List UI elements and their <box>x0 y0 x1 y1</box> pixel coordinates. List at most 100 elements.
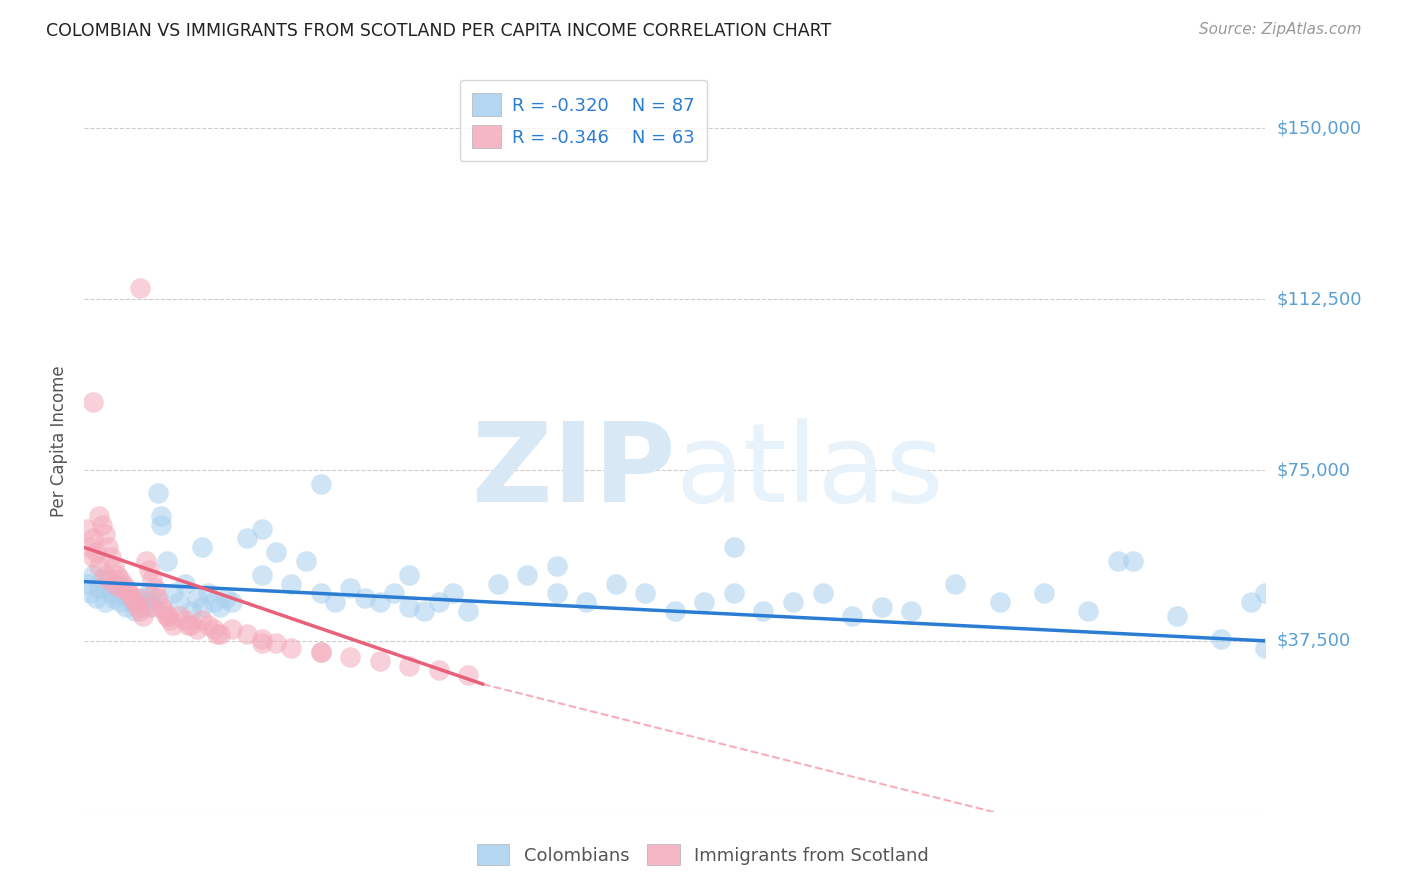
Point <box>173 577 195 591</box>
Point <box>127 595 149 609</box>
Point <box>76 577 98 591</box>
Point <box>105 567 128 582</box>
Point <box>280 577 302 591</box>
Point <box>339 582 361 596</box>
Point <box>105 582 128 596</box>
Point <box>1166 608 1188 623</box>
Point <box>148 591 170 605</box>
Point <box>398 659 420 673</box>
Point <box>84 545 107 559</box>
Point <box>121 591 143 605</box>
Point <box>457 668 479 682</box>
Point <box>132 591 155 605</box>
Point <box>150 599 173 614</box>
Point <box>127 591 149 605</box>
Point <box>443 586 465 600</box>
Point <box>575 595 598 609</box>
Point <box>1033 586 1056 600</box>
Point <box>191 541 214 555</box>
Point <box>162 586 184 600</box>
Point <box>76 522 98 536</box>
Point <box>1077 604 1099 618</box>
Legend: Colombians, Immigrants from Scotland: Colombians, Immigrants from Scotland <box>468 835 938 874</box>
Point <box>398 567 420 582</box>
Point <box>129 599 152 614</box>
Point <box>280 640 302 655</box>
Legend: R = -0.320    N = 87, R = -0.346    N = 63: R = -0.320 N = 87, R = -0.346 N = 63 <box>460 80 707 161</box>
Point <box>988 595 1011 609</box>
Point <box>111 577 134 591</box>
Point <box>108 582 131 596</box>
Point <box>634 586 657 600</box>
Point <box>177 618 200 632</box>
Point <box>209 627 232 641</box>
Point <box>236 627 259 641</box>
Point <box>138 586 160 600</box>
Point <box>427 664 450 678</box>
Point <box>546 586 568 600</box>
Point <box>1254 640 1277 655</box>
Point <box>124 604 146 618</box>
Point <box>94 567 117 582</box>
Point <box>79 586 101 600</box>
Point <box>382 586 406 600</box>
Point <box>186 591 208 605</box>
Point <box>87 582 111 596</box>
Point <box>150 508 173 523</box>
Point <box>723 586 745 600</box>
Point <box>111 586 134 600</box>
Point <box>121 595 143 609</box>
Point <box>309 586 332 600</box>
Text: Source: ZipAtlas.com: Source: ZipAtlas.com <box>1198 22 1361 37</box>
Point <box>141 599 163 614</box>
Point <box>148 485 170 500</box>
Point <box>1211 632 1233 646</box>
Point <box>325 595 347 609</box>
Point <box>173 613 195 627</box>
Point <box>141 573 163 587</box>
Point <box>159 613 181 627</box>
Point <box>368 595 391 609</box>
Point <box>180 618 202 632</box>
Point <box>94 595 117 609</box>
Point <box>114 599 136 614</box>
Point <box>841 608 863 623</box>
Point <box>84 591 107 605</box>
Point <box>945 577 967 591</box>
Point <box>516 567 538 582</box>
Point <box>870 599 893 614</box>
Point <box>197 618 219 632</box>
Point <box>132 608 155 623</box>
Point <box>97 541 120 555</box>
Point <box>782 595 804 609</box>
Point <box>486 577 509 591</box>
Text: ZIP: ZIP <box>471 417 675 524</box>
Text: $150,000: $150,000 <box>1277 120 1361 137</box>
Point <box>108 573 131 587</box>
Point <box>127 599 149 614</box>
Point <box>87 558 111 573</box>
Point <box>250 567 273 582</box>
Point <box>118 586 141 600</box>
Text: atlas: atlas <box>675 417 943 524</box>
Point <box>167 608 190 623</box>
Point <box>180 604 202 618</box>
Point <box>156 554 179 568</box>
Point <box>191 599 214 614</box>
Point <box>457 604 479 618</box>
Point <box>202 623 225 637</box>
Point <box>309 645 332 659</box>
Point <box>398 599 420 614</box>
Point <box>811 586 834 600</box>
Point <box>1107 554 1129 568</box>
Point <box>295 554 318 568</box>
Point <box>91 573 114 587</box>
Point <box>354 591 377 605</box>
Point <box>100 586 122 600</box>
Point <box>167 595 190 609</box>
Point <box>197 586 219 600</box>
Point <box>129 281 152 295</box>
Point <box>94 526 117 541</box>
Text: $112,500: $112,500 <box>1277 290 1362 308</box>
Point <box>138 563 160 577</box>
